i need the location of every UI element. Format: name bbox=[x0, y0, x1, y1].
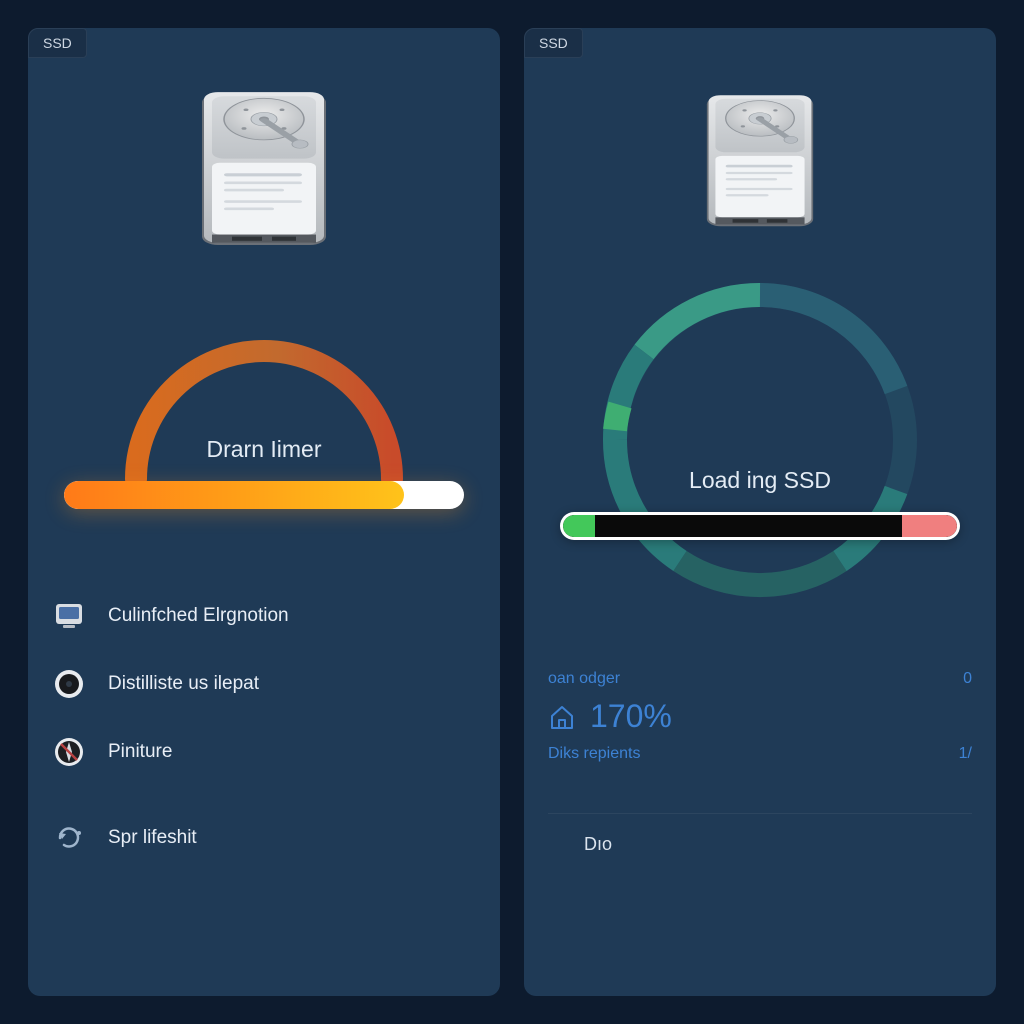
tab-ssd-left[interactable]: SSD bbox=[28, 28, 87, 58]
gauge-ring bbox=[580, 260, 940, 620]
stat-label: Diks repients bbox=[548, 745, 640, 763]
progress-bar-right bbox=[560, 512, 960, 540]
monitor-icon bbox=[52, 599, 86, 633]
list-item[interactable]: Culinfched Elrgnotion bbox=[52, 599, 476, 633]
gauge-left: Drarn Iimer bbox=[52, 289, 476, 509]
stat-row: Diks repients 1/ bbox=[548, 745, 972, 763]
compass-icon bbox=[52, 735, 86, 769]
gauge-left-label: Drarn Iimer bbox=[206, 436, 321, 463]
stat-big-row: 170% bbox=[548, 698, 972, 735]
list-item-label: Spr lifeshit bbox=[108, 827, 197, 849]
stat-label: oan odger bbox=[548, 670, 620, 688]
progress-red-segment bbox=[902, 515, 957, 537]
list-item[interactable]: Spr lifeshit bbox=[52, 821, 476, 855]
stat-value: 1/ bbox=[959, 745, 972, 763]
list-item[interactable]: Piniture bbox=[52, 735, 476, 769]
panel-left: SSD bbox=[28, 28, 500, 996]
list-item-label: Distilliste us ilepat bbox=[108, 673, 259, 695]
stat-value: 0 bbox=[963, 670, 972, 688]
tab-ssd-right[interactable]: SSD bbox=[524, 28, 583, 58]
progress-bar-left bbox=[64, 481, 464, 509]
gauge-right-label: Load ing SSD bbox=[689, 467, 831, 494]
disc-icon bbox=[52, 667, 86, 701]
stat-row: oan odger 0 bbox=[548, 670, 972, 688]
refresh-icon bbox=[52, 821, 86, 855]
stats-block: oan odger 0 170% Diks repients 1/ bbox=[548, 670, 972, 763]
panel-right: SSD bbox=[524, 28, 996, 996]
list-item[interactable]: Distilliste us ilepat bbox=[52, 667, 476, 701]
hard-drive-icon bbox=[194, 84, 334, 249]
gauge-right: Load ing SSD bbox=[548, 290, 972, 540]
home-icon bbox=[548, 703, 576, 731]
hard-drive-icon bbox=[700, 88, 820, 230]
list-item-label: Piniture bbox=[108, 741, 172, 763]
footer-label: Dıo bbox=[548, 813, 972, 855]
options-list: Culinfched Elrgnotion Distilliste us ile… bbox=[52, 599, 476, 855]
progress-fill-left bbox=[64, 481, 404, 509]
list-item-label: Culinfched Elrgnotion bbox=[108, 605, 289, 627]
progress-green-segment bbox=[563, 515, 595, 537]
stat-big-value: 170% bbox=[590, 698, 672, 735]
